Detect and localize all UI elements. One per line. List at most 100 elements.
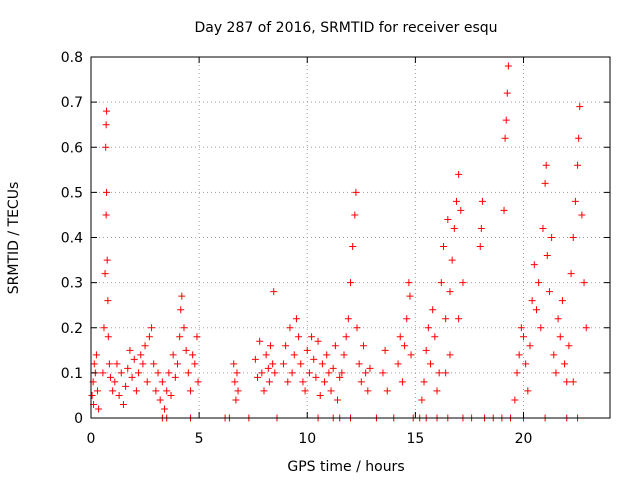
data-point (260, 387, 268, 395)
data-point (406, 292, 414, 300)
data-point (571, 197, 579, 205)
data-point (154, 369, 162, 377)
data-point (403, 315, 411, 323)
data-points (88, 62, 590, 422)
data-point (167, 391, 175, 399)
data-point (352, 188, 360, 196)
data-point (398, 378, 406, 386)
data-point (234, 387, 242, 395)
data-point (109, 387, 117, 395)
data-point (171, 373, 179, 381)
data-point (174, 360, 181, 368)
data-point (256, 337, 264, 345)
data-point (92, 351, 100, 359)
data-point (105, 360, 113, 368)
plot-frame (90, 56, 611, 419)
data-point (325, 369, 333, 377)
data-point (321, 378, 329, 386)
data-point (111, 378, 119, 386)
data-point (396, 333, 404, 341)
data-point (128, 373, 136, 381)
data-point (230, 360, 238, 368)
data-point (232, 396, 240, 404)
data-point (310, 355, 318, 363)
data-point (329, 364, 337, 372)
data-point (102, 211, 110, 219)
data-point (431, 333, 439, 341)
data-point (359, 342, 367, 350)
x-tick-label: 5 (195, 431, 204, 447)
data-point (338, 369, 346, 377)
data-point (119, 400, 127, 408)
data-point (143, 378, 151, 386)
data-point (104, 333, 112, 341)
y-tick-label: 0.3 (61, 276, 83, 292)
data-point (186, 387, 194, 395)
y-tick-label: 0 (74, 411, 83, 427)
data-point (582, 324, 590, 332)
data-point (103, 188, 111, 196)
data-point (314, 337, 322, 345)
x-tick-label: 15 (406, 431, 424, 447)
data-point (334, 396, 342, 404)
data-point (282, 342, 290, 350)
data-point (394, 360, 402, 368)
data-point (135, 369, 143, 377)
data-point (446, 288, 454, 296)
data-point (567, 270, 575, 278)
data-point (182, 346, 190, 354)
data-point (292, 315, 300, 323)
data-point (422, 346, 430, 354)
data-point (351, 211, 359, 219)
data-point (548, 234, 556, 241)
data-point (379, 369, 387, 377)
data-point (477, 224, 485, 232)
data-point (446, 351, 454, 359)
data-point (526, 342, 534, 350)
data-point (501, 134, 509, 142)
data-point (271, 369, 279, 377)
data-point (100, 324, 108, 332)
data-point (113, 360, 121, 368)
data-point (541, 179, 549, 187)
x-tick-label: 10 (298, 431, 316, 447)
data-point (450, 224, 458, 232)
data-point (580, 279, 588, 287)
data-point (290, 351, 298, 359)
data-point (152, 387, 160, 395)
data-point (184, 369, 192, 377)
data-point (148, 324, 156, 332)
data-point (444, 215, 452, 223)
data-point (126, 346, 134, 354)
data-point (502, 116, 510, 124)
data-point (103, 107, 111, 115)
data-point (284, 378, 292, 386)
data-point (270, 288, 278, 296)
data-point (141, 342, 149, 350)
data-point (254, 373, 262, 381)
data-point (349, 243, 357, 251)
data-point (424, 324, 432, 332)
data-point (115, 391, 123, 399)
x-axis-ticks: 0 5 10 15 20 (87, 57, 532, 447)
data-point (158, 378, 166, 386)
data-point (297, 360, 305, 368)
data-point (433, 387, 441, 395)
data-point (563, 378, 571, 386)
data-point (288, 369, 296, 377)
data-point (420, 378, 428, 386)
data-point (452, 197, 460, 205)
data-point (308, 333, 316, 341)
data-point (258, 369, 266, 377)
data-point (233, 369, 241, 377)
data-point (550, 351, 558, 359)
data-point (177, 306, 185, 314)
data-point (539, 224, 547, 232)
data-point (286, 324, 294, 332)
data-point (383, 387, 391, 395)
data-point (193, 333, 201, 341)
data-point (88, 391, 96, 399)
data-point (327, 387, 335, 395)
data-point (504, 62, 512, 70)
